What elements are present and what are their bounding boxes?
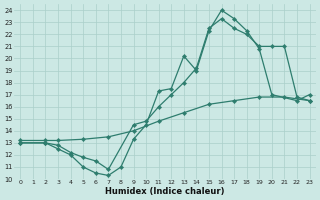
X-axis label: Humidex (Indice chaleur): Humidex (Indice chaleur): [105, 187, 225, 196]
